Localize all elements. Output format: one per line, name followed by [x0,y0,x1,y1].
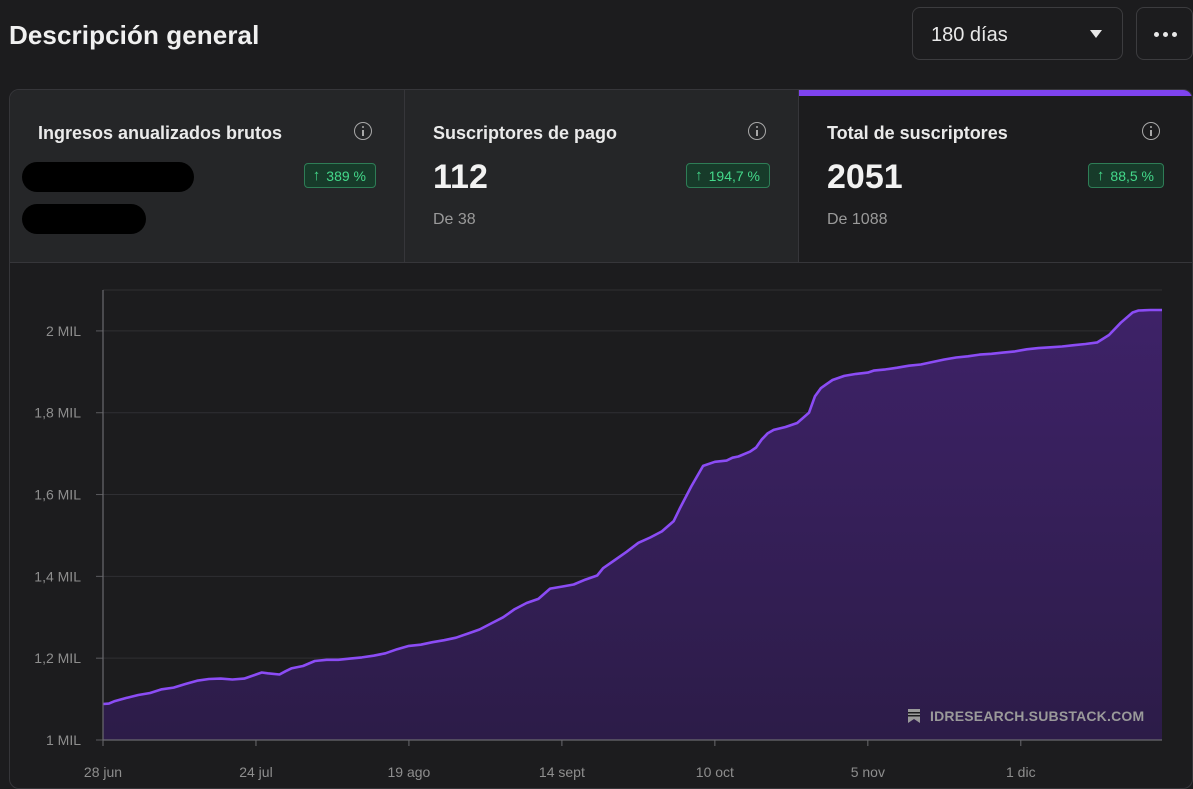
y-tick-label: 1,8 MIL [34,405,81,421]
y-tick-label: 1,4 MIL [34,568,81,584]
metric-card-total-subscribers[interactable]: Total de suscriptores ↑ 88,5 % 2051 De 1… [798,90,1192,262]
bookmark-icon [908,709,920,723]
change-badge: ↑ 194,7 % [686,163,770,188]
redacted-subtext [22,204,146,234]
card-value: 112 [433,158,488,196]
x-tick-label: 10 oct [696,764,734,780]
chart-svg: 1 MIL 1,2 MIL 1,4 MIL 1,6 MIL 1,8 MIL 2 MIL 28… [34,289,1162,780]
change-badge: ↑ 88,5 % [1087,163,1164,188]
date-range-select[interactable]: 180 días [912,7,1123,60]
card-label: Ingresos anualizados brutos [38,123,283,143]
card-previous-value: De 1088 [827,211,888,228]
arrow-up-icon: ↑ [312,167,321,184]
metric-card-paid-subscribers[interactable]: Suscriptores de pago ↑ 194,7 % 112 De 38 [404,90,798,262]
y-tick-label: 1,2 MIL [34,650,81,666]
metric-cards: Ingresos anualizados brutos ↑ 389 % Susc… [10,90,1192,263]
card-value: 2051 [827,158,903,196]
arrow-up-icon: ↑ [1096,167,1105,184]
card-label: Total de suscriptores [827,123,1008,143]
x-tick-label: 28 jun [84,764,122,780]
header: Descripción general 180 días [0,0,1193,76]
badge-value: 194,7 % [708,167,760,184]
date-range-value: 180 días [931,24,1008,46]
watermark-text: IDRESEARCH.SUBSTACK.COM [930,708,1145,724]
more-dots-icon [1154,32,1177,37]
x-tick-label: 1 dic [1006,764,1036,780]
x-tick-label: 19 ago [388,764,431,780]
caret-down-icon [1090,30,1102,38]
metric-card-gross-revenue[interactable]: Ingresos anualizados brutos ↑ 389 % [10,90,404,262]
badge-value: 88,5 % [1110,167,1154,184]
card-previous-value: De 38 [433,211,476,228]
page-title: Descripción general [9,20,260,50]
x-tick-label: 14 sept [539,764,585,780]
series-area [103,310,1162,740]
subscribers-chart[interactable]: 1 MIL 1,2 MIL 1,4 MIL 1,6 MIL 1,8 MIL 2 MIL 28… [10,262,1192,788]
x-tick-label: 24 jul [239,764,272,780]
redacted-value [22,162,194,192]
series-line [102,308,1162,706]
more-options-button[interactable] [1136,7,1193,60]
x-tick-label: 5 nov [851,764,885,780]
badge-value: 389 % [326,167,366,184]
watermark: IDRESEARCH.SUBSTACK.COM [908,708,1144,724]
y-tick-label: 1 MIL [46,732,81,748]
info-icon[interactable] [748,122,766,140]
info-icon[interactable] [354,122,372,140]
arrow-up-icon: ↑ [695,167,703,184]
y-tick-label: 2 MIL [46,323,81,339]
overview-panel: Ingresos anualizados brutos ↑ 389 % Susc… [9,89,1193,789]
card-label: Suscriptores de pago [433,123,618,143]
change-badge: ↑ 389 % [303,163,376,188]
y-tick-label: 1,6 MIL [34,487,81,503]
info-icon[interactable] [1142,122,1160,140]
